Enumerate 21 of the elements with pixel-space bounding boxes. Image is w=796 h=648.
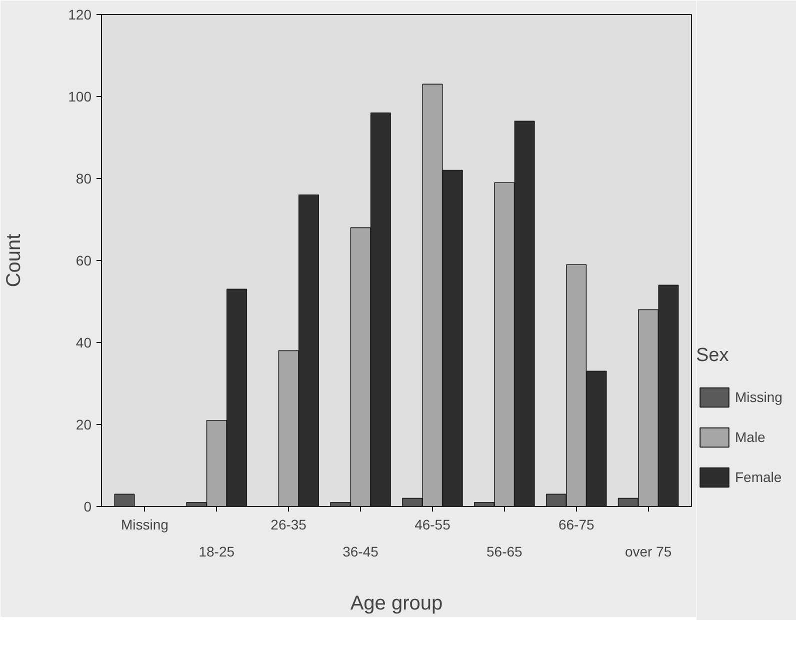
y-tick-label: 0 <box>84 498 92 514</box>
legend-label: Male <box>735 429 766 445</box>
y-tick-label: 60 <box>76 252 92 268</box>
x-tick-label: 18-25 <box>198 544 235 560</box>
legend-label: Missing <box>735 389 782 405</box>
x-tick-label: over 75 <box>624 544 672 560</box>
x-tick-label: 46-55 <box>414 516 451 532</box>
y-tick-label: 40 <box>76 334 92 350</box>
legend-title: Sex <box>696 345 730 367</box>
y-tick-label: 120 <box>68 6 92 22</box>
x-tick-label: 56-65 <box>486 544 523 560</box>
legend-label: Female <box>735 469 782 485</box>
x-tick-label: 66-75 <box>558 516 594 532</box>
y-tick-label: 100 <box>68 88 92 104</box>
x-tick-label: Missing <box>120 516 168 532</box>
x-axis-title: Age group <box>350 592 443 614</box>
x-tick-label: 26-35 <box>270 516 307 532</box>
x-tick-label: 36-45 <box>342 544 379 560</box>
y-axis-title: Count <box>3 233 26 288</box>
y-tick-label: 80 <box>76 170 92 186</box>
y-tick-label: 20 <box>76 416 92 432</box>
